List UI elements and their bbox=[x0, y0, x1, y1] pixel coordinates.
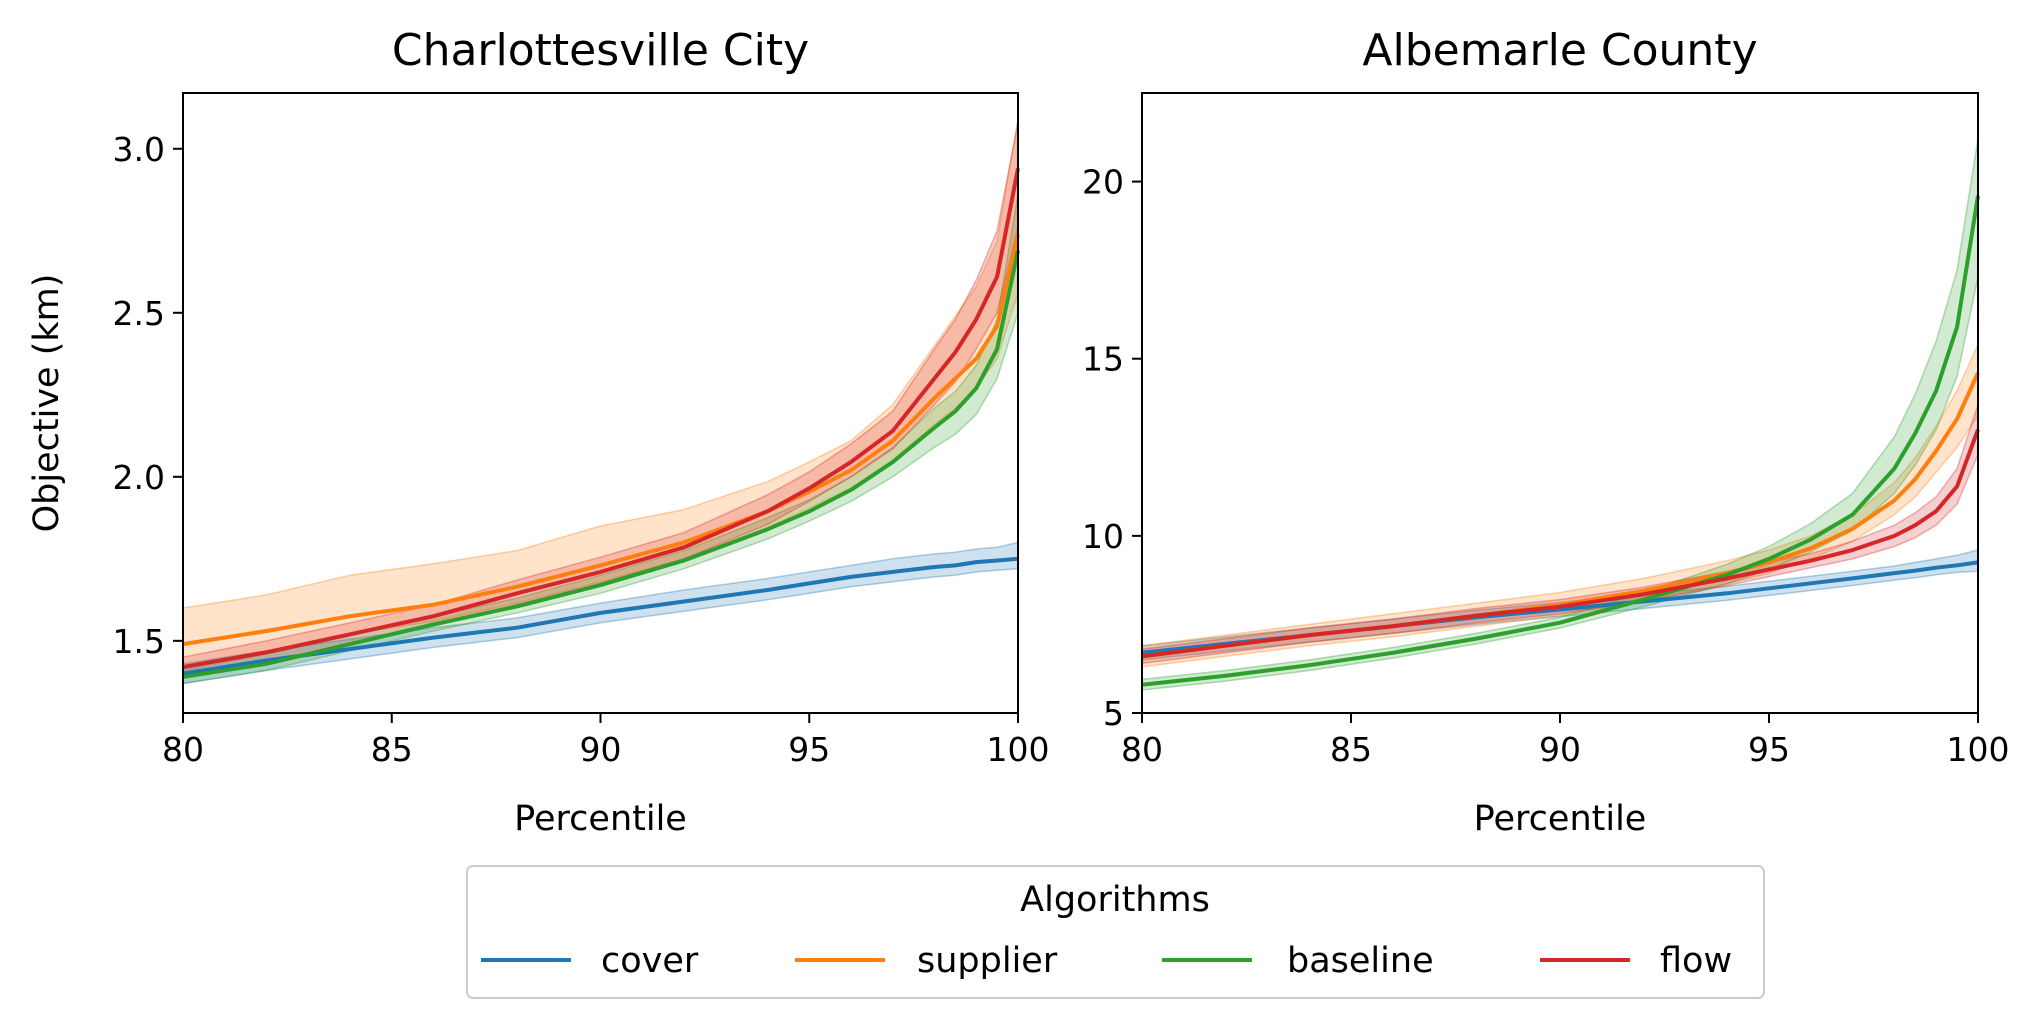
y-tick-label: 2.0 bbox=[113, 458, 165, 497]
y-tick-label: 5 bbox=[1103, 694, 1124, 733]
series-lines bbox=[1141, 195, 1980, 687]
x-tick-label: 80 bbox=[162, 730, 204, 769]
y-ticks: 5 10 15 20 bbox=[1082, 163, 1142, 733]
legend-label: baseline bbox=[1287, 941, 1434, 981]
x-tick-label: 95 bbox=[788, 730, 830, 769]
legend-item-cover: cover bbox=[481, 941, 699, 981]
legend-item-supplier: supplier bbox=[795, 941, 1058, 981]
y-tick-label: 10 bbox=[1082, 517, 1124, 556]
x-axis-label: Percentile bbox=[514, 799, 687, 839]
x-tick-label: 95 bbox=[1748, 730, 1790, 769]
series-line-baseline bbox=[182, 250, 1020, 679]
chart-title: Albemarle County bbox=[1362, 25, 1757, 76]
x-axis-label: Percentile bbox=[1474, 799, 1647, 839]
y-tick-label: 2.5 bbox=[113, 294, 165, 333]
x-tick-label: 85 bbox=[1330, 730, 1372, 769]
confidence-bands bbox=[182, 119, 1019, 685]
series-lines bbox=[182, 168, 1020, 679]
y-tick-label: 15 bbox=[1082, 340, 1124, 379]
legend-label: flow bbox=[1660, 941, 1732, 981]
x-ticks: 80 85 90 95 100 bbox=[162, 713, 1050, 769]
legend-item-flow: flow bbox=[1540, 941, 1732, 981]
x-tick-label: 100 bbox=[987, 730, 1050, 769]
legend: Algorithms cover supplier baseline flow bbox=[466, 865, 1765, 999]
legend-item-baseline: baseline bbox=[1162, 941, 1434, 981]
x-tick-label: 90 bbox=[580, 730, 622, 769]
series-line-flow bbox=[1141, 428, 1980, 659]
y-tick-label: 20 bbox=[1082, 163, 1124, 202]
legend-box bbox=[466, 865, 1765, 999]
x-tick-label: 100 bbox=[1947, 730, 2010, 769]
chart-title: Charlottesville City bbox=[392, 25, 809, 76]
series-line-baseline bbox=[1141, 195, 1980, 687]
x-tick-label: 90 bbox=[1539, 730, 1581, 769]
legend-label: cover bbox=[601, 941, 699, 981]
x-ticks: 80 85 90 95 100 bbox=[1121, 713, 2010, 769]
series-line-cover bbox=[182, 556, 1019, 676]
y-tick-label: 1.5 bbox=[113, 622, 165, 661]
series-line-flow bbox=[182, 168, 1020, 670]
legend-label: supplier bbox=[917, 941, 1058, 981]
y-ticks: 1.5 2.0 2.5 3.0 bbox=[113, 130, 183, 661]
chart-panel-albemarle: 80 85 90 95 100 5 10 15 20 Albemarle County Per… bbox=[1082, 25, 2010, 839]
legend-title: Algorithms bbox=[1020, 880, 1210, 920]
y-axis-label: Objective (km) bbox=[27, 274, 67, 533]
y-tick-label: 3.0 bbox=[113, 130, 165, 169]
x-tick-label: 80 bbox=[1121, 730, 1163, 769]
chart-panel-charlottesville: 80 85 90 95 100 1.5 2.0 2.5 3.0 Charlottesville… bbox=[27, 25, 1050, 839]
x-tick-label: 85 bbox=[371, 730, 413, 769]
